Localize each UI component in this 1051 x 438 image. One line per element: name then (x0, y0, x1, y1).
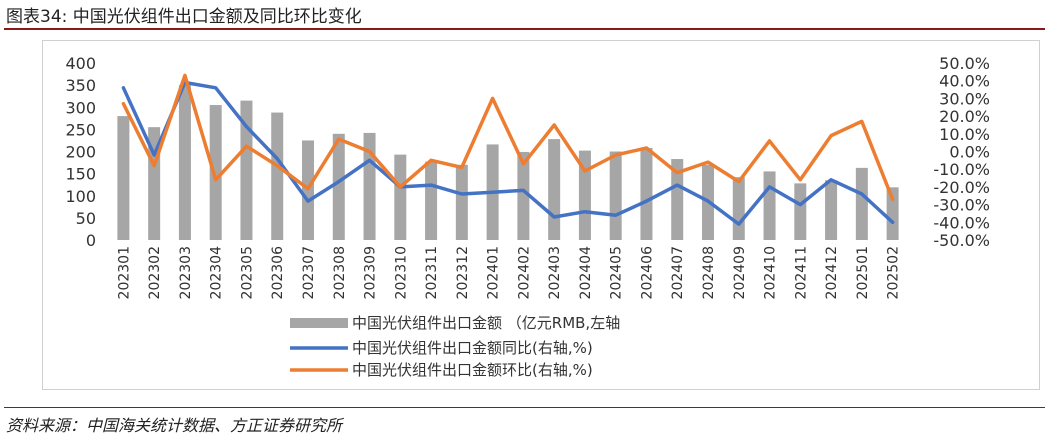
right-tick-label: -30.0% (933, 196, 990, 215)
right-tick-label: 0.0% (949, 143, 990, 162)
left-tick-label: 350 (65, 76, 96, 95)
category-label: 202407 (670, 246, 686, 299)
left-tick-label: 200 (65, 143, 96, 162)
bar (271, 112, 284, 240)
bar (855, 167, 868, 240)
right-tick-label: -10.0% (933, 160, 990, 179)
bar (178, 85, 191, 240)
left-tick-label: 100 (65, 187, 96, 206)
category-label: 202303 (178, 246, 194, 299)
figure-title: 图表34: 中国光伏组件出口金额及同比环比变化 (6, 7, 362, 27)
category-label: 202402 (516, 246, 532, 299)
left-tick-label: 50 (76, 209, 96, 228)
right-tick-label: 50.0% (939, 54, 990, 73)
bar (886, 187, 899, 240)
mom-line (121, 73, 895, 202)
category-label: 202502 (886, 246, 902, 299)
left-tick-label: 300 (65, 98, 96, 117)
category-labels: 202301 202302 202303 202304 202305 202306 2023… (116, 246, 901, 300)
left-tick-label: 250 (65, 120, 96, 139)
category-label: 202410 (763, 246, 779, 299)
bar (640, 147, 653, 240)
left-axis-ticks: 0 50 100 150 200 250 300 350 400 (65, 54, 96, 250)
right-tick-label: 30.0% (939, 89, 990, 108)
legend-label: 中国光伏组件出口金额 （亿元RMB,左轴 (352, 314, 620, 332)
bar (763, 171, 776, 240)
category-label: 202501 (855, 246, 871, 299)
bar (240, 100, 253, 240)
category-label: 202401 (486, 246, 502, 299)
source-note: 资料来源：中国海关统计数据、方正证券研究所 (6, 416, 343, 435)
title-rule (4, 28, 1045, 30)
category-label: 202304 (209, 246, 225, 300)
category-label: 202309 (363, 246, 379, 299)
category-label: 202405 (609, 246, 625, 299)
category-label: 202311 (424, 246, 440, 299)
right-tick-label: 40.0% (939, 72, 990, 91)
bar (825, 180, 838, 240)
category-label: 202312 (455, 246, 471, 299)
bar (209, 105, 222, 240)
bar (425, 161, 438, 240)
bar (794, 183, 807, 240)
legend-label: 中国光伏组件出口金额环比(右轴,%) (352, 361, 593, 379)
bar (548, 139, 561, 240)
category-label: 202411 (793, 246, 809, 299)
category-label: 202406 (639, 246, 655, 300)
bar (363, 132, 376, 240)
right-tick-label: 10.0% (939, 125, 990, 144)
category-label: 202412 (824, 246, 840, 299)
category-label: 202308 (332, 246, 348, 299)
left-tick-label: 400 (65, 54, 96, 73)
right-tick-label: -40.0% (933, 213, 990, 232)
bar (578, 150, 591, 240)
bar (609, 151, 622, 240)
bar (732, 177, 745, 240)
line-series (121, 73, 895, 226)
right-tick-label: -20.0% (933, 178, 990, 197)
bar (517, 151, 530, 240)
category-label: 202310 (393, 246, 409, 299)
bar (117, 116, 130, 240)
bar-series (117, 85, 899, 240)
category-label: 202307 (301, 246, 317, 299)
right-axis-ticks: -50.0%-40.0%-30.0%-20.0%-10.0%0.0%10.0%2… (933, 54, 990, 250)
right-tick-label: 20.0% (939, 107, 990, 126)
legend-bar-swatch (290, 318, 348, 328)
left-tick-label: 150 (65, 165, 96, 184)
chart-frame (42, 40, 1040, 390)
right-tick-label: -50.0% (933, 231, 990, 250)
bar (332, 133, 345, 240)
source-rule (4, 407, 1045, 408)
category-label: 202305 (239, 246, 255, 299)
yoy-line (121, 80, 895, 226)
bar (455, 164, 468, 240)
category-label: 202306 (270, 246, 286, 300)
category-label: 202409 (732, 246, 748, 299)
category-label: 202408 (701, 246, 717, 299)
category-label: 202403 (547, 246, 563, 299)
category-label: 202301 (116, 246, 132, 299)
category-label: 202404 (578, 246, 594, 300)
bar (671, 159, 684, 240)
legend-label: 中国光伏组件出口金额同比(右轴,%) (352, 339, 593, 357)
bar (394, 154, 407, 240)
category-label: 202302 (147, 246, 163, 299)
left-tick-label: 0 (86, 231, 96, 250)
